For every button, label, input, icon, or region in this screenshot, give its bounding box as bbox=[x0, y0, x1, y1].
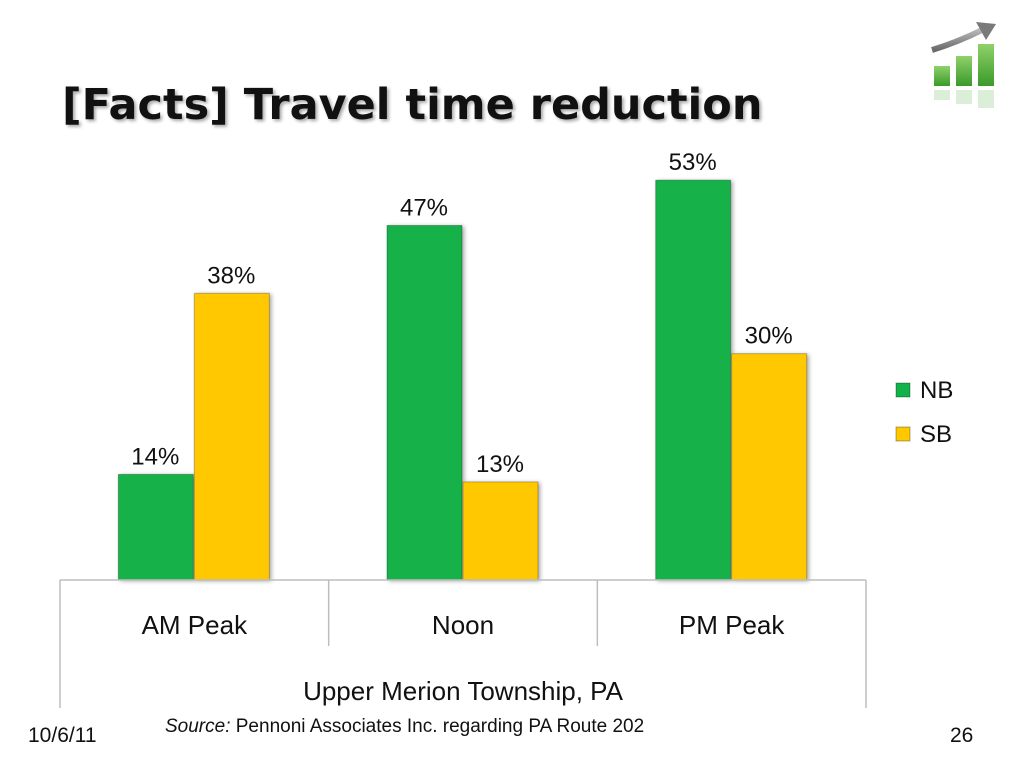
data-label-sb-2: 13% bbox=[476, 451, 524, 478]
footer-date: 10/6/11 bbox=[28, 724, 97, 747]
legend-swatch-sb bbox=[895, 426, 911, 442]
bar-nb-1 bbox=[117, 473, 194, 581]
source-note: Source: Pennoni Associates Inc. regardin… bbox=[165, 716, 644, 738]
legend-label-nb: NB bbox=[920, 377, 953, 404]
data-label-sb-1: 38% bbox=[207, 262, 255, 289]
category-label-2: Noon bbox=[432, 610, 494, 640]
data-label-sb-3: 30% bbox=[745, 323, 793, 350]
bar-sb-3 bbox=[731, 353, 808, 581]
data-label-nb-3: 53% bbox=[669, 149, 717, 176]
data-label-nb-1: 14% bbox=[131, 443, 179, 470]
legend-swatch-nb bbox=[895, 382, 911, 398]
category-label-3: PM Peak bbox=[679, 610, 785, 640]
source-label: Source: bbox=[165, 716, 231, 737]
bar-sb-1 bbox=[193, 292, 270, 581]
slide-title: [Facts] Travel time reduction bbox=[62, 80, 763, 130]
legend-label-sb: SB bbox=[920, 421, 952, 448]
bar-sb-2 bbox=[462, 481, 539, 581]
bar-nb-3 bbox=[655, 179, 732, 581]
source-text: Pennoni Associates Inc. regarding PA Rou… bbox=[230, 716, 645, 737]
data-label-nb-2: 47% bbox=[400, 194, 448, 221]
page-number: 26 bbox=[950, 724, 974, 747]
category-label-1: AM Peak bbox=[142, 610, 248, 640]
growth-bar-chart-icon bbox=[931, 22, 996, 108]
bar-nb-2 bbox=[386, 224, 463, 581]
category-group-label: Upper Merion Township, PA bbox=[303, 676, 624, 706]
